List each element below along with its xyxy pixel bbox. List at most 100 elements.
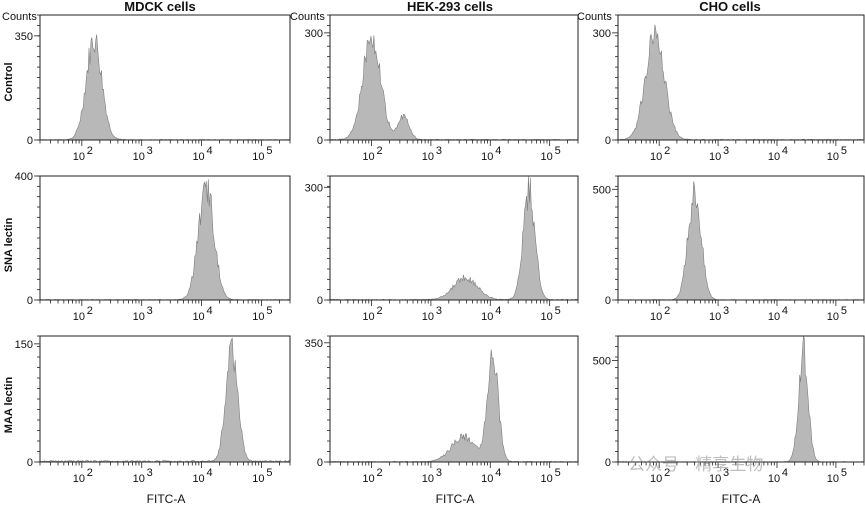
x-tick-label: 10 <box>650 473 662 485</box>
x-tick-label: 10 <box>481 473 493 485</box>
x-tick-label: 10 <box>827 151 839 163</box>
histogram-series <box>329 176 579 301</box>
y-tick-label: 0 <box>317 295 323 307</box>
x-tick-exponent: 2 <box>664 305 670 317</box>
x-tick-label: 10 <box>73 473 85 485</box>
y-tick-label: 0 <box>317 135 323 147</box>
plot-frame <box>39 14 291 141</box>
x-tick-exponent: 4 <box>495 305 501 317</box>
x-tick-label: 10 <box>73 311 85 323</box>
histogram-series <box>617 335 865 463</box>
x-tick-label: 10 <box>422 473 434 485</box>
x-tick-label: 10 <box>422 151 434 163</box>
row-title-sna: SNA lectin <box>3 217 15 272</box>
x-tick-label: 10 <box>252 311 264 323</box>
x-tick-exponent: 3 <box>147 145 153 157</box>
x-tick-exponent: 3 <box>436 467 442 479</box>
x-tick-exponent: 3 <box>436 145 442 157</box>
plot-frame <box>617 175 865 301</box>
x-tick-exponent: 2 <box>664 467 670 479</box>
x-tick-label: 10 <box>133 311 145 323</box>
y-tick-label: 0 <box>605 295 611 307</box>
y-axis-label-c2: Counts <box>290 11 325 23</box>
x-tick-label: 10 <box>362 311 374 323</box>
x-tick-exponent: 4 <box>782 467 788 479</box>
x-tick-exponent: 3 <box>436 305 442 317</box>
x-tick-label: 10 <box>827 473 839 485</box>
x-tick-exponent: 5 <box>841 467 847 479</box>
x-axis-label-c2: FITC-A <box>436 492 475 506</box>
x-tick-exponent: 5 <box>841 305 847 317</box>
x-tick-exponent: 4 <box>782 305 788 317</box>
y-tick-label: 0 <box>27 457 33 469</box>
histogram-series <box>39 337 291 463</box>
x-tick-exponent: 2 <box>376 467 382 479</box>
y-tick-label: 500 <box>593 355 611 367</box>
x-tick-label: 10 <box>481 151 493 163</box>
x-tick-label: 10 <box>541 151 553 163</box>
x-tick-exponent: 4 <box>495 467 501 479</box>
x-tick-label: 10 <box>133 151 145 163</box>
x-tick-exponent: 4 <box>207 145 213 157</box>
x-tick-exponent: 3 <box>723 305 729 317</box>
x-tick-label: 10 <box>768 473 780 485</box>
x-tick-exponent: 3 <box>147 305 153 317</box>
x-tick-exponent: 5 <box>555 145 561 157</box>
y-tick-label: 300 <box>305 182 323 194</box>
x-tick-label: 10 <box>709 151 721 163</box>
x-tick-label: 10 <box>192 473 204 485</box>
row-title-control: Control <box>3 62 15 101</box>
x-tick-exponent: 3 <box>723 467 729 479</box>
x-tick-label: 10 <box>709 473 721 485</box>
x-tick-label: 10 <box>362 473 374 485</box>
histogram-series <box>329 349 579 463</box>
x-tick-exponent: 4 <box>782 145 788 157</box>
x-tick-label: 10 <box>481 311 493 323</box>
x-axis-label-c3: FITC-A <box>722 492 761 506</box>
x-tick-exponent: 5 <box>555 305 561 317</box>
x-tick-exponent: 2 <box>376 305 382 317</box>
x-tick-label: 10 <box>192 311 204 323</box>
y-tick-label: 400 <box>15 171 33 183</box>
col-title-hek293: HEK-293 cells <box>407 0 493 14</box>
x-tick-label: 10 <box>650 151 662 163</box>
y-tick-label: 0 <box>605 457 611 469</box>
watermark: 公众号 · 精享生物 <box>628 455 763 475</box>
x-tick-exponent: 2 <box>87 467 93 479</box>
x-tick-label: 10 <box>827 311 839 323</box>
x-tick-label: 10 <box>768 311 780 323</box>
col-title-mdck: MDCK cells <box>124 0 196 14</box>
y-tick-label: 0 <box>317 457 323 469</box>
y-axis-label-c3: Counts <box>577 11 612 23</box>
y-tick-label: 300 <box>305 28 323 40</box>
x-tick-exponent: 2 <box>87 145 93 157</box>
y-axis-label-c1: Counts <box>2 11 37 23</box>
x-tick-exponent: 3 <box>723 145 729 157</box>
x-tick-exponent: 5 <box>266 467 272 479</box>
x-tick-exponent: 2 <box>87 305 93 317</box>
x-tick-exponent: 5 <box>266 305 272 317</box>
x-tick-label: 10 <box>709 311 721 323</box>
x-tick-label: 10 <box>192 151 204 163</box>
plot-frame <box>617 335 865 463</box>
histogram-series <box>39 34 291 141</box>
x-axis-label-c1: FITC-A <box>147 492 186 506</box>
y-tick-label: 0 <box>27 135 33 147</box>
x-tick-label: 10 <box>768 151 780 163</box>
y-tick-label: 0 <box>605 135 611 147</box>
x-tick-label: 10 <box>133 473 145 485</box>
y-tick-label: 350 <box>15 31 33 43</box>
x-tick-exponent: 4 <box>495 145 501 157</box>
x-tick-exponent: 4 <box>207 467 213 479</box>
x-tick-label: 10 <box>650 311 662 323</box>
x-tick-exponent: 4 <box>207 305 213 317</box>
histogram-series <box>618 181 865 301</box>
